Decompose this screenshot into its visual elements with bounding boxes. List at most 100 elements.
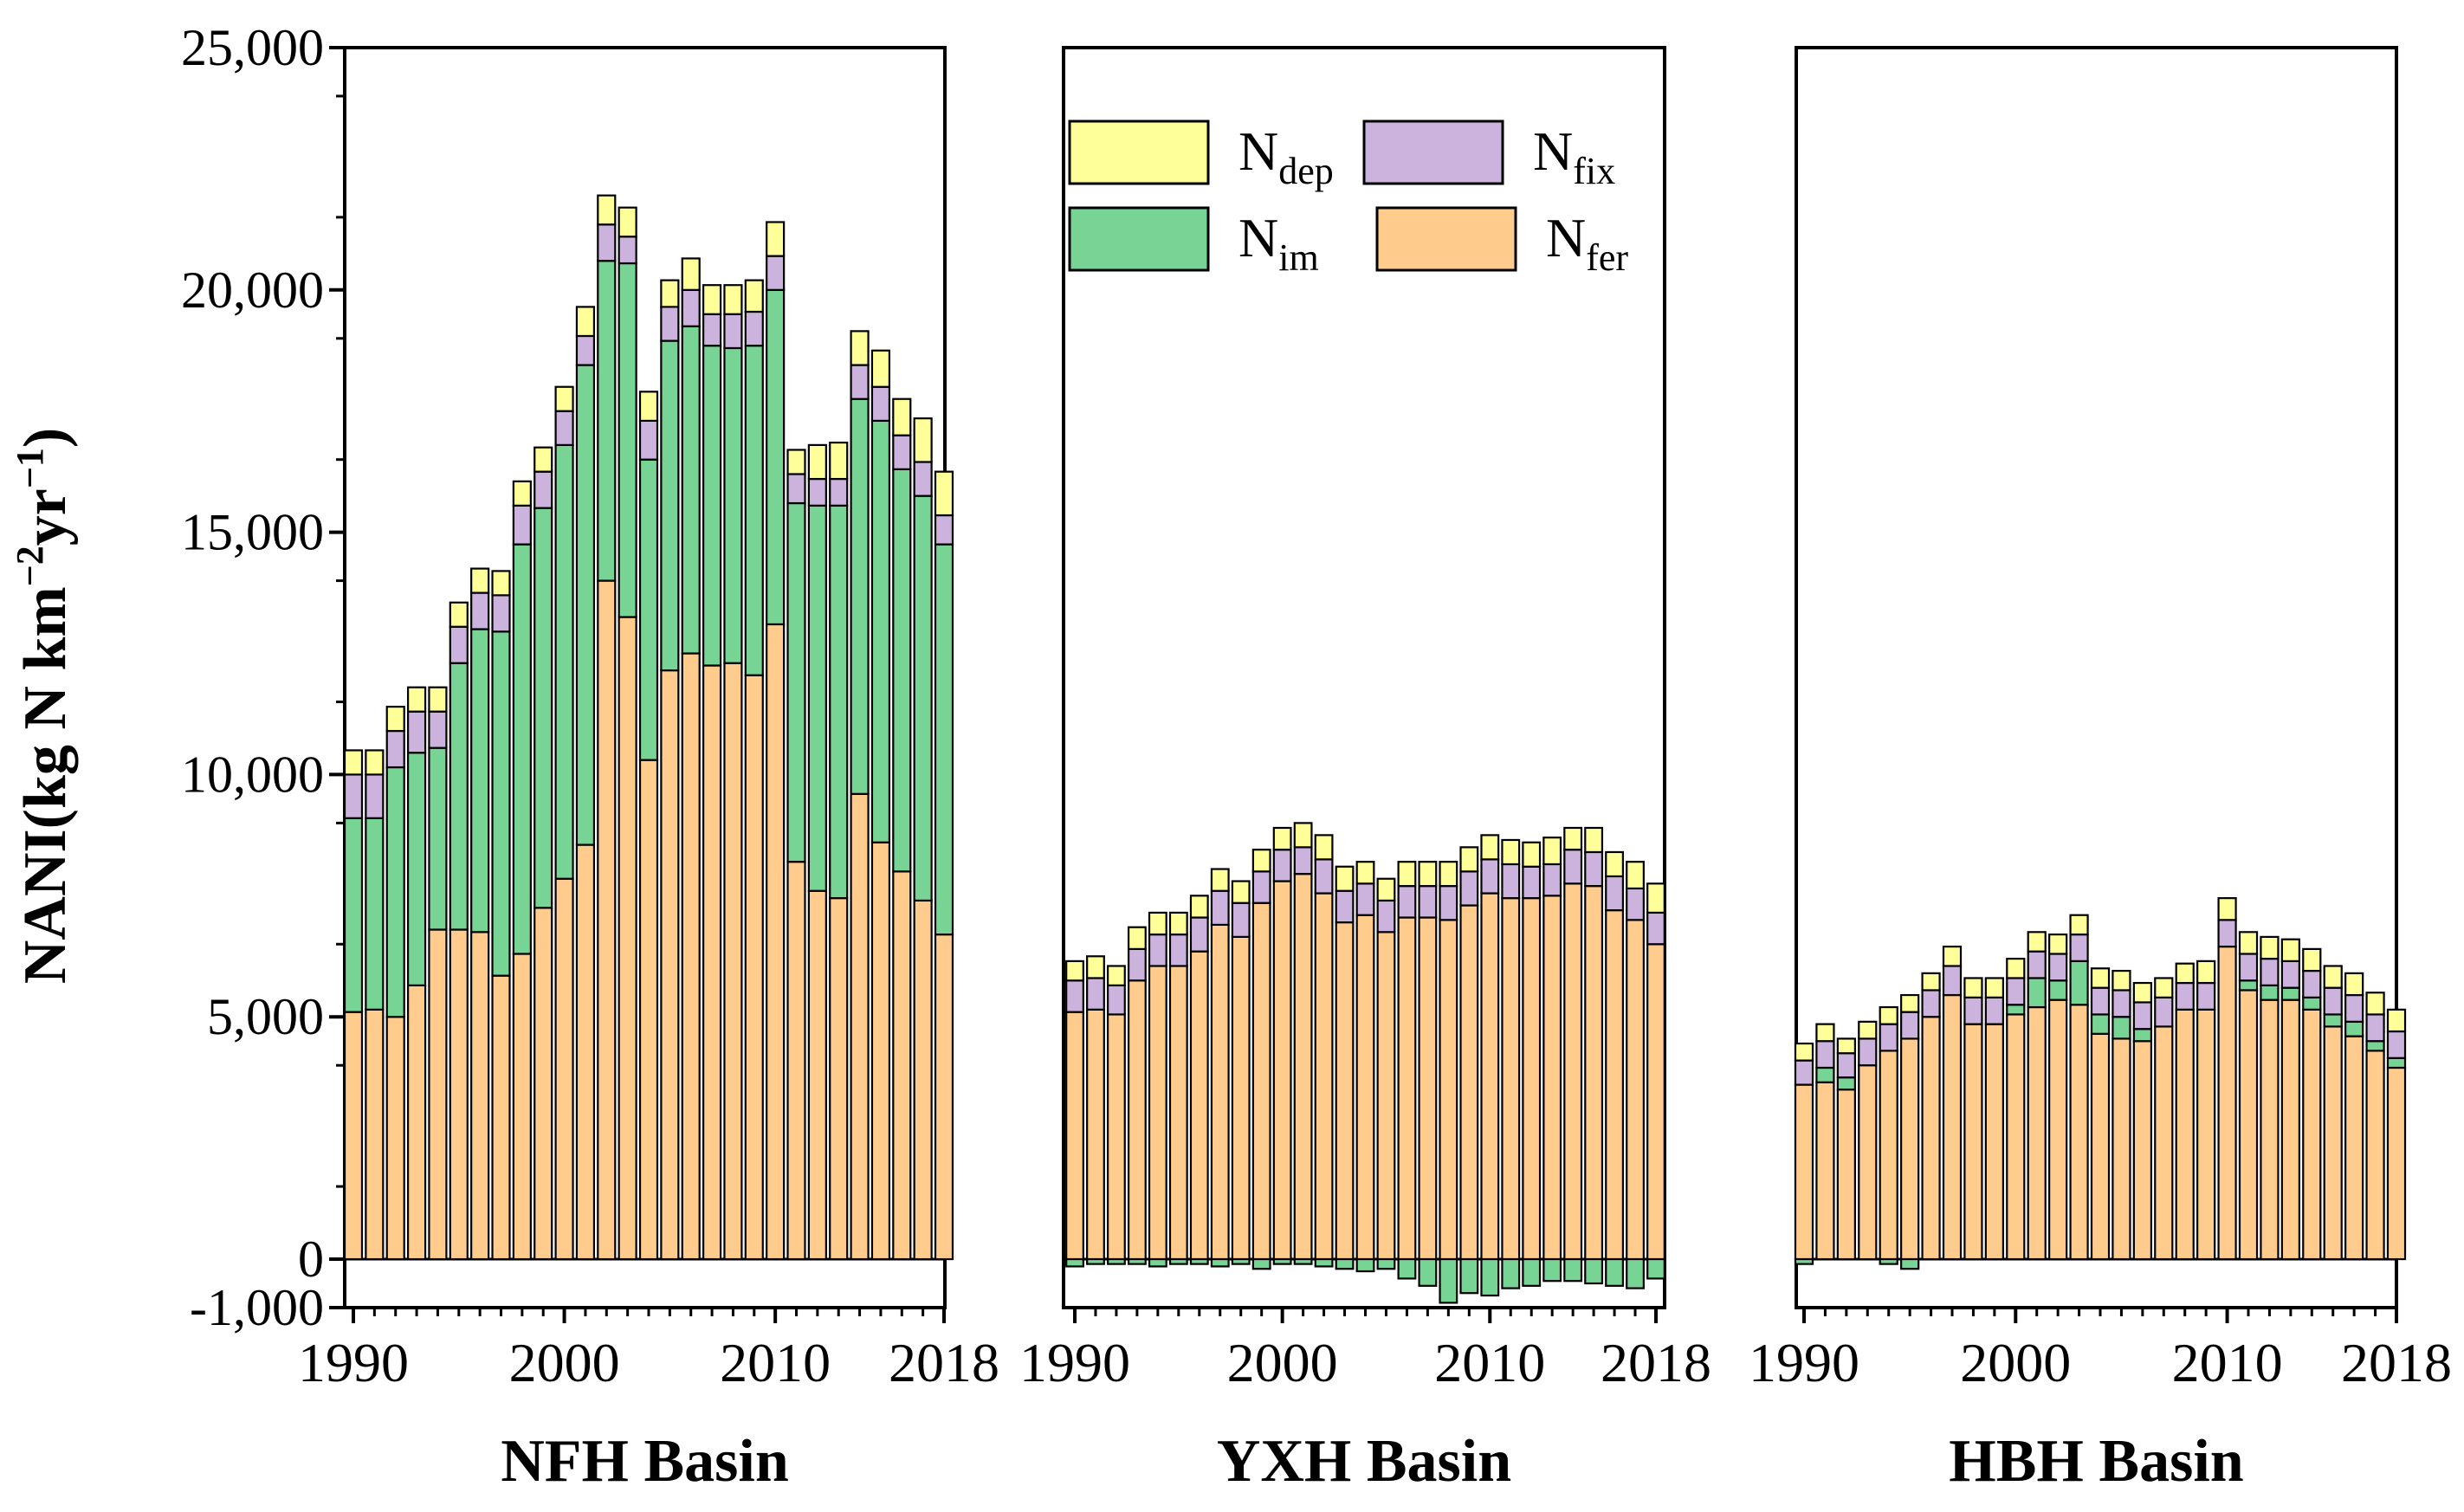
panel-title: YXH Basin: [1217, 1428, 1511, 1495]
legend-swatch-dep: [1068, 120, 1210, 185]
y-tick-label: -1,000: [190, 1279, 324, 1336]
panel-nfh-basin: 1990 2000 2010 2018 NFH Basin: [298, 46, 999, 1495]
bar-im-2006: [1397, 1257, 1417, 1280]
bar-fix-2008: [2175, 981, 2195, 1011]
bar-dep-1993: [1127, 926, 1147, 950]
bar-im-2014: [2302, 996, 2322, 1011]
bar-fix-2001: [1293, 846, 1313, 876]
bar-im-2000: [2006, 1004, 2026, 1016]
bar-fix-2014: [1563, 849, 1583, 885]
bar-im-1994: [1148, 1257, 1167, 1268]
bar-fix-2009: [2196, 981, 2216, 1011]
bar-fer-1992: [385, 1016, 405, 1261]
bar-dep-2013: [1542, 837, 1562, 866]
bar-dep-2010: [1480, 834, 1500, 861]
bar-fer-2017: [1626, 919, 1645, 1261]
bar-fix-2004: [1355, 882, 1375, 916]
bar-im-2007: [1418, 1257, 1438, 1287]
bar-fer-2007: [702, 664, 722, 1261]
bar-im-1992: [1107, 1257, 1126, 1265]
bar-im-2016: [1605, 1257, 1624, 1287]
bar-fix-1992: [1107, 984, 1126, 1016]
bar-fer-1996: [1921, 1016, 1941, 1261]
bar-im-1995: [1168, 1257, 1188, 1265]
bar-dep-1990: [1794, 1042, 1814, 1062]
bar-dep-1991: [1815, 1023, 1835, 1043]
bar-fix-2005: [1376, 899, 1396, 934]
bar-fer-2013: [1542, 895, 1562, 1261]
y-tick-label: 5,000: [207, 988, 324, 1045]
bar-fer-2012: [2260, 998, 2280, 1261]
bar-im-1998: [512, 543, 532, 955]
x-tick-label: 1990: [1749, 1332, 1859, 1393]
bar-fer-1998: [1963, 1023, 1983, 1261]
bar-im-2010: [766, 288, 786, 626]
bar-im-1992: [385, 766, 405, 1018]
bar-fix-2015: [2323, 986, 2343, 1016]
bar-fer-2018: [2386, 1066, 2407, 1261]
bar-fix-2004: [638, 419, 659, 461]
bar-im-2015: [2323, 1013, 2343, 1028]
x-tick-label: 2010: [2172, 1332, 2283, 1393]
bar-fix-1991: [1086, 977, 1105, 1011]
bar-dep-2003: [618, 206, 637, 238]
bar-im-2006: [681, 325, 701, 655]
bar-dep-1998: [512, 480, 532, 507]
bar-fix-2012: [807, 477, 827, 507]
bar-fer-2012: [807, 889, 827, 1261]
bar-fix-2008: [723, 313, 743, 350]
bar-im-1994: [428, 746, 448, 931]
bar-im-2000: [554, 443, 574, 880]
bar-dep-2000: [1272, 826, 1292, 851]
bar-im-2005: [1376, 1257, 1396, 1270]
bar-fix-2013: [2280, 960, 2300, 989]
bar-dep-1997: [1210, 868, 1230, 892]
bar-im-1991: [365, 817, 385, 1011]
bar-dep-2011: [786, 449, 806, 475]
bar-fer-1997: [491, 974, 511, 1261]
bar-im-1991: [1815, 1066, 1835, 1083]
bar-fer-2003: [618, 616, 637, 1261]
bar-fix-2006: [681, 288, 701, 327]
x-tick-label: 2018: [2341, 1332, 2452, 1393]
bar-fer-2011: [786, 861, 806, 1261]
bar-fer-1996: [1189, 950, 1209, 1261]
bar-im-2014: [1563, 1257, 1583, 1283]
bar-im-1990: [1794, 1257, 1814, 1265]
x-tick-label: 2018: [889, 1332, 999, 1393]
bar-fix-1991: [365, 773, 385, 819]
bar-im-2003: [1335, 1257, 1355, 1270]
bar-fer-2016: [892, 870, 912, 1261]
bar-fer-2009: [2196, 1008, 2216, 1261]
bar-dep-1991: [365, 749, 385, 776]
bar-im-1999: [1251, 1257, 1271, 1270]
bar-dep-2006: [2132, 981, 2152, 1004]
bar-fix-1990: [343, 773, 364, 819]
bar-dep-2018: [1646, 882, 1665, 914]
bar-im-1994: [1879, 1257, 1898, 1265]
bar-dep-2011: [2238, 931, 2259, 955]
bar-fer-2001: [575, 843, 596, 1261]
bar-fer-1997: [1942, 993, 1963, 1261]
bar-fer-2017: [913, 899, 933, 1261]
bar-fix-1998: [1231, 901, 1251, 938]
bar-fix-1999: [1984, 996, 2004, 1025]
bar-fer-1995: [1168, 965, 1188, 1261]
bar-dep-2005: [2112, 969, 2131, 992]
bar-im-1990: [343, 817, 364, 1013]
y-tick-label: 10,000: [181, 746, 324, 803]
bar-dep-2009: [2196, 960, 2216, 985]
bar-fix-1990: [1065, 979, 1084, 1013]
bar-fix-2003: [2069, 933, 2089, 962]
panel-title: NFH Basin: [501, 1428, 789, 1495]
bar-fer-2014: [850, 792, 870, 1261]
bar-fer-2010: [766, 623, 786, 1261]
bar-fer-2013: [2280, 998, 2300, 1261]
bar-fix-1994: [1148, 933, 1167, 967]
bar-im-2002: [2048, 979, 2068, 1001]
bar-dep-1995: [1900, 993, 1920, 1013]
bar-fer-2005: [1376, 931, 1396, 1261]
bar-dep-1992: [385, 705, 405, 733]
bar-im-1991: [1086, 1257, 1105, 1265]
bar-dep-1998: [1231, 880, 1251, 904]
